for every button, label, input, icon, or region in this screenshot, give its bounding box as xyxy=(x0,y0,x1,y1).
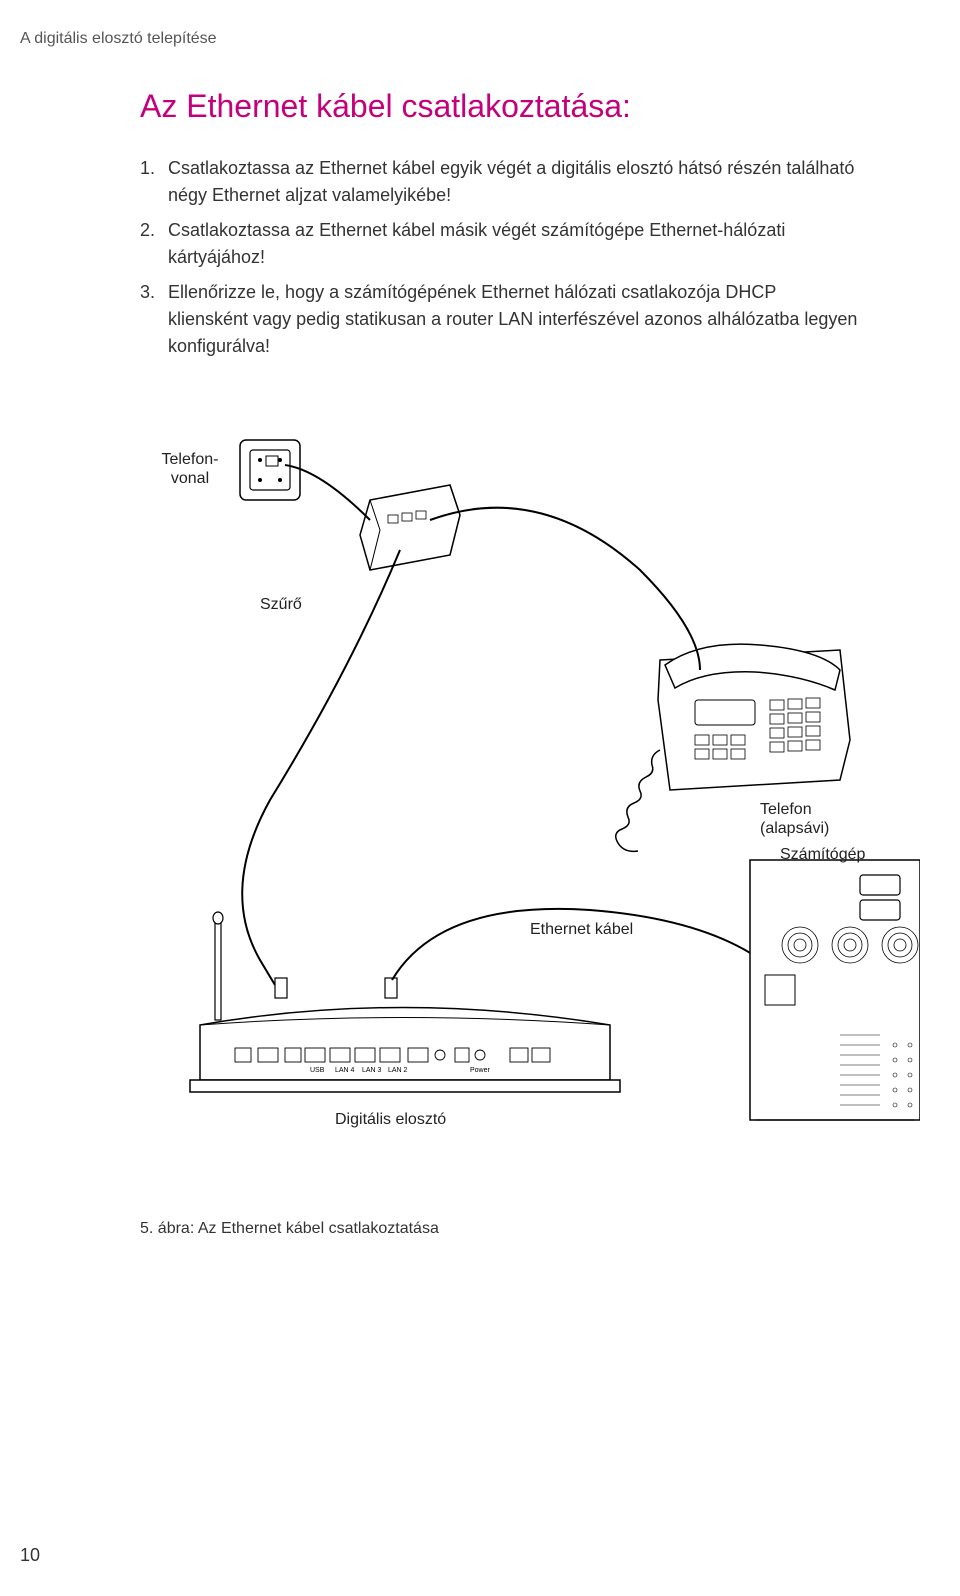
computer-icon xyxy=(750,860,920,1120)
cable-filter-router xyxy=(242,550,400,985)
svg-text:USB: USB xyxy=(310,1067,325,1074)
list-text: Ellenőrizze le, hogy a számítógépének Et… xyxy=(168,279,860,360)
page-header: A digitális elosztó telepítése xyxy=(20,30,900,48)
svg-text:Power: Power xyxy=(470,1067,491,1074)
cable-wall-filter xyxy=(285,465,370,520)
list-number: 1. xyxy=(140,155,168,209)
list-text: Csatlakoztassa az Ethernet kábel egyik v… xyxy=(168,155,860,209)
list-item: 3. Ellenőrizze le, hogy a számítógépének… xyxy=(140,279,860,360)
label-router: Digitális elosztó xyxy=(335,1110,446,1129)
svg-text:LAN 3: LAN 3 xyxy=(362,1067,382,1074)
label-phone-line: Telefon-vonal xyxy=(150,450,230,488)
wall-socket-icon xyxy=(240,440,300,500)
svg-text:LAN 2: LAN 2 xyxy=(388,1067,408,1074)
section-title: Az Ethernet kábel csatlakoztatása: xyxy=(140,88,860,125)
label-phone: Telefon(alapsávi) xyxy=(760,800,829,838)
connection-diagram: USB LAN 4 LAN 3 LAN 2 Power xyxy=(140,420,920,1180)
list-number: 3. xyxy=(140,279,168,360)
label-ethernet-cable: Ethernet kábel xyxy=(530,920,633,939)
list-item: 1. Csatlakoztassa az Ethernet kábel egyi… xyxy=(140,155,860,209)
label-filter: Szűrő xyxy=(260,595,302,614)
filter-icon xyxy=(360,485,460,570)
main-content: Az Ethernet kábel csatlakoztatása: 1. Cs… xyxy=(20,88,900,1180)
svg-text:LAN 4: LAN 4 xyxy=(335,1067,355,1074)
list-number: 2. xyxy=(140,217,168,271)
page-number: 10 xyxy=(20,1545,40,1566)
instruction-list: 1. Csatlakoztassa az Ethernet kábel egyi… xyxy=(140,155,860,360)
label-computer: Számítógép xyxy=(780,845,865,864)
figure-caption: 5. ábra: Az Ethernet kábel csatlakoztatá… xyxy=(20,1220,900,1238)
list-item: 2. Csatlakoztassa az Ethernet kábel mási… xyxy=(140,217,860,271)
list-text: Csatlakoztassa az Ethernet kábel másik v… xyxy=(168,217,860,271)
cable-filter-phone xyxy=(430,508,700,670)
